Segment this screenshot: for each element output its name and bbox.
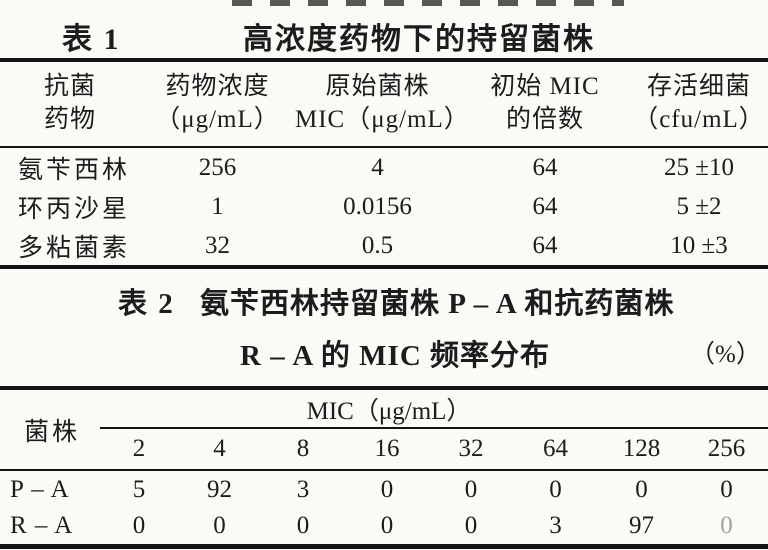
frequency-cell: 0 [635,475,648,503]
value-cell: 10 ±3 [670,232,728,259]
value-cell: 64 [532,153,558,181]
value-cell: 5 ±2 [676,193,722,220]
value-cell: 256 [198,153,237,181]
table1-caption: 表 1 高浓度药物下的持留菌株 [0,10,768,56]
value-cell: 64 [532,193,558,220]
header-line: （cfu/mL） [633,106,765,133]
value-cell: 4 [371,153,384,181]
mic-column-header: 256 [685,428,768,471]
table2-row-pa: P – A 5 92 3 0 0 0 0 0 [0,470,768,508]
table2-caption-line2: R – A 的 MIC 频率分布 （%） [0,328,768,372]
frequency-cell: 0 [213,511,226,539]
strain-name-cell: P – A [10,475,70,503]
table1-col-mic-fold: 初始 MIC 的倍数 [460,60,630,148]
table1-col-drug: 抗菌 药物 [0,60,140,148]
header-line: 的倍数 [505,106,584,133]
header-line: 原始菌株 [325,73,430,100]
mic-column-header: 64 [513,428,598,471]
frequency-cell: 0 [380,511,394,539]
drug-name-cell: 氨苄西林 [18,156,131,184]
frequency-cell: 92 [207,475,232,503]
table1-col-concentration: 药物浓度 （μg/mL） [140,60,295,148]
table2-mic-group-header: MIC（μg/mL） [100,388,768,429]
table1-row-ciprofloxacin: 环丙沙星 1 0.0156 64 5 ±2 [0,187,768,227]
value-cell: 0.0156 [343,193,412,220]
table2-unit-label: （%） [690,341,761,368]
table1-col-original-mic: 原始菌株 MIC（μg/mL） [295,60,470,148]
table2: 菌株 MIC（μg/mL） 2 4 8 16 32 64 128 256 P –… [0,386,768,549]
value-cell: 1 [211,193,224,220]
value-cell: 0.5 [361,232,394,259]
table2-row-ra: R – A 0 0 0 0 0 3 97 0 [0,508,768,546]
drug-name-cell: 环丙沙星 [18,196,131,223]
table1-row-ampicillin: 氨苄西林 256 4 64 25 ±10 [0,147,768,187]
mic-column-header: 16 [345,428,429,471]
header-line: 存活细菌 [646,73,751,100]
header-line: 药物浓度 [165,73,270,100]
frequency-cell: 0 [549,475,562,503]
table2-title-line2: R – A 的 MIC 频率分布 [240,340,551,372]
table2-strain-header: 菌株 [0,388,100,471]
table2-title-line1: 氨苄西林持留菌株 P – A 和抗药菌株 [200,288,675,320]
mic-column-header: 4 [178,428,261,471]
value-cell: 32 [205,232,230,259]
value-cell: 25 ±10 [664,153,734,181]
frequency-cell: 0 [464,511,478,539]
frequency-cell: 5 [132,475,146,503]
frequency-cell: 0 [380,475,394,503]
frequency-cell: 3 [296,475,310,503]
table2-caption-line1: 表 2 氨苄西林持留菌株 P – A 和抗药菌株 [0,276,768,320]
mic-column-header: 32 [429,428,513,471]
drug-name-cell: 多粘菌素 [18,235,131,262]
frequency-cell-faint: 0 [720,511,733,539]
table2-label: 表 2 [118,288,175,320]
mic-column-header: 2 [100,428,178,471]
frequency-cell: 0 [296,511,310,539]
frequency-cell: 0 [464,475,478,503]
header-line: 药物 [43,106,96,133]
table1: 抗菌 药物 药物浓度 （μg/mL） 原始菌株 MIC（μg/mL） 初始 MI… [0,58,768,269]
value-cell: 64 [532,232,558,259]
table1-col-surviving: 存活细菌 （cfu/mL） [630,60,768,148]
header-line: （μg/mL） [155,106,280,133]
strain-name-cell: R – A [10,511,74,539]
table1-label: 表 1 [62,23,121,56]
frequency-cell: 3 [549,511,562,539]
mic-column-header: 8 [261,428,345,471]
table2-header: 菌株 MIC（μg/mL） 2 4 8 16 32 64 128 256 [0,388,768,471]
table1-header: 抗菌 药物 药物浓度 （μg/mL） 原始菌株 MIC（μg/mL） 初始 MI… [0,60,768,148]
frequency-cell: 97 [629,511,654,539]
clipped-text-artifact [232,0,624,6]
mic-column-header: 128 [598,428,685,471]
frequency-cell: 0 [132,511,146,539]
header-line: 抗菌 [43,73,96,100]
header-line: 初始 MIC [490,73,600,100]
table1-title: 高浓度药物下的持留菌株 [243,23,595,56]
frequency-cell: 0 [720,475,733,503]
header-line: MIC（μg/mL） [295,106,470,133]
table1-row-polymyxin: 多粘菌素 32 0.5 64 10 ±3 [0,227,768,267]
